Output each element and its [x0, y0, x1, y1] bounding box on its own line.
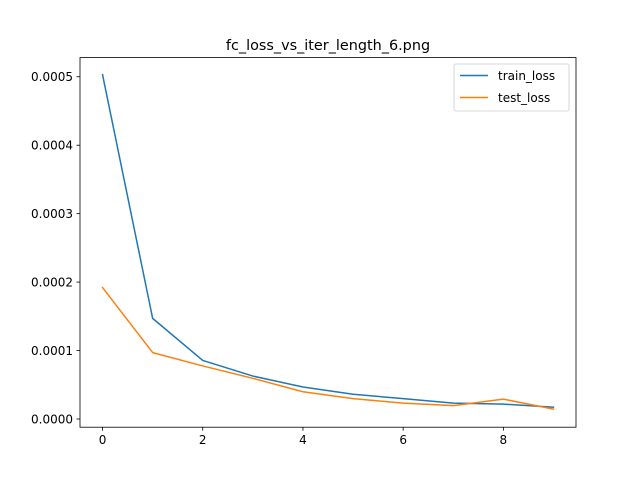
y-tick-label: 0.0004 — [31, 139, 73, 153]
x-tick-label: 8 — [500, 433, 508, 447]
data-point-train-loss-8 — [502, 403, 505, 406]
data-point-test-loss-7 — [452, 404, 455, 407]
data-point-test-loss-8 — [502, 398, 505, 401]
legend: train_loss test_loss — [453, 63, 570, 112]
data-point-train-loss-5 — [352, 393, 355, 396]
x-tick-label: 4 — [299, 433, 307, 447]
y-axis-ticks: 0.0000 0.0001 0.0002 0.0003 0.0004 0.0005 — [31, 70, 80, 426]
series-line-test-loss — [101, 286, 555, 410]
y-tick-label: 0.0002 — [31, 275, 73, 289]
data-point-train-loss-0 — [101, 73, 104, 76]
x-tick-label: 0 — [99, 433, 107, 447]
plot-area-frame — [79, 57, 577, 428]
data-point-test-loss-9 — [552, 408, 555, 411]
data-point-test-loss-6 — [402, 402, 405, 405]
y-tick-label: 0.0000 — [31, 412, 73, 426]
x-axis-ticks: 0 2 4 6 8 — [99, 427, 507, 447]
x-tick-label: 2 — [199, 433, 207, 447]
data-point-test-loss-1 — [151, 351, 154, 354]
series-line-train-loss — [101, 73, 555, 409]
series-layer — [101, 73, 555, 410]
data-point-test-loss-0 — [101, 286, 104, 289]
data-point-train-loss-1 — [151, 317, 154, 320]
y-tick-label: 0.0001 — [31, 344, 73, 358]
data-point-test-loss-4 — [301, 390, 304, 393]
data-point-train-loss-6 — [402, 397, 405, 400]
data-point-train-loss-2 — [201, 359, 204, 362]
legend-label-test-loss: test_loss — [498, 91, 550, 105]
legend-label-train-loss: train_loss — [498, 69, 555, 83]
chart-title: fc_loss_vs_iter_length_6.png — [226, 38, 430, 54]
data-point-test-loss-3 — [251, 377, 254, 380]
data-point-train-loss-4 — [301, 386, 304, 389]
data-point-test-loss-2 — [201, 364, 204, 367]
y-tick-label: 0.0003 — [31, 207, 73, 221]
y-tick-label: 0.0005 — [31, 70, 73, 84]
data-point-test-loss-5 — [352, 397, 355, 400]
x-tick-label: 6 — [399, 433, 407, 447]
